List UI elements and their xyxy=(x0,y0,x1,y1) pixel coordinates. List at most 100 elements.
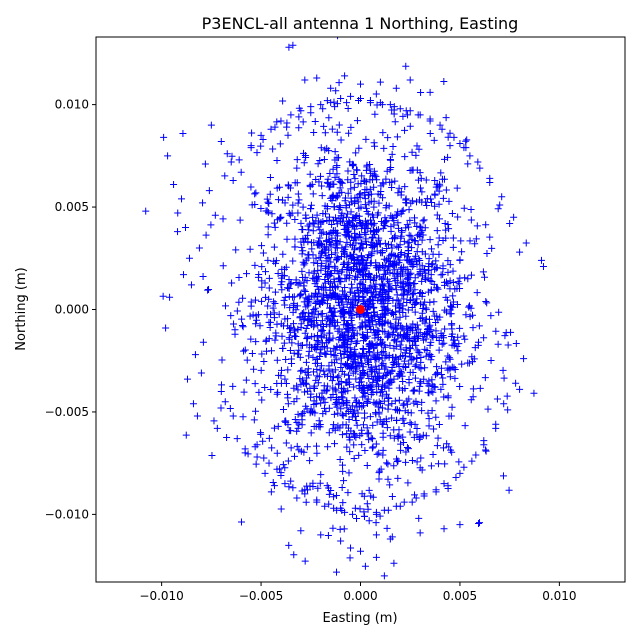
data-point xyxy=(418,407,426,415)
data-point xyxy=(314,237,322,245)
data-point xyxy=(370,226,378,234)
data-point xyxy=(343,379,351,387)
data-point xyxy=(253,149,261,157)
data-point xyxy=(456,140,464,148)
data-point xyxy=(267,385,275,393)
y-tick-label: 0.000 xyxy=(55,303,89,317)
data-point xyxy=(264,302,272,310)
data-point xyxy=(332,491,340,499)
data-point xyxy=(411,491,419,499)
y-tick-label: −0.005 xyxy=(45,405,89,419)
data-point xyxy=(303,405,311,413)
data-point xyxy=(433,227,441,235)
data-point xyxy=(435,200,443,208)
data-point xyxy=(407,260,415,268)
data-point xyxy=(475,322,483,330)
data-point xyxy=(291,416,299,424)
data-point xyxy=(342,421,350,429)
data-point xyxy=(348,280,356,288)
data-point xyxy=(382,371,390,379)
data-point xyxy=(309,227,317,235)
data-point xyxy=(204,286,212,294)
data-point xyxy=(455,458,463,466)
data-point xyxy=(439,380,447,388)
data-point xyxy=(439,270,447,278)
data-point xyxy=(454,333,462,341)
data-point xyxy=(351,260,359,268)
data-point xyxy=(410,399,418,407)
data-point xyxy=(452,474,460,482)
data-point xyxy=(299,379,307,387)
data-point xyxy=(269,304,277,312)
data-point xyxy=(278,286,286,294)
data-point xyxy=(219,262,227,270)
data-point xyxy=(449,279,457,287)
data-point xyxy=(418,292,426,300)
data-point xyxy=(277,471,285,479)
data-point xyxy=(357,354,365,362)
data-point xyxy=(257,131,265,139)
data-point xyxy=(277,379,285,387)
data-point xyxy=(425,382,433,390)
data-point xyxy=(481,273,489,281)
data-point xyxy=(328,234,336,242)
data-point xyxy=(346,240,354,248)
data-point xyxy=(357,80,364,88)
data-point xyxy=(295,113,303,121)
data-point xyxy=(302,214,310,222)
data-point xyxy=(438,175,446,183)
data-point xyxy=(414,176,422,184)
data-point xyxy=(297,238,305,246)
data-point xyxy=(355,403,363,411)
data-point xyxy=(333,193,341,201)
data-point xyxy=(396,313,404,321)
data-point xyxy=(314,484,322,492)
data-point xyxy=(453,285,461,293)
data-point xyxy=(318,192,326,200)
data-point xyxy=(403,329,411,337)
data-point xyxy=(247,298,255,306)
data-point xyxy=(444,366,452,374)
data-point xyxy=(304,365,312,373)
data-point xyxy=(336,218,344,226)
data-point xyxy=(334,424,342,432)
data-point xyxy=(346,233,354,241)
data-point xyxy=(493,395,501,403)
data-point xyxy=(428,198,436,206)
data-point xyxy=(358,319,366,327)
data-point xyxy=(365,517,373,525)
data-point xyxy=(439,194,447,202)
data-point xyxy=(358,270,366,278)
data-point xyxy=(366,365,374,373)
data-point xyxy=(384,134,392,142)
data-point xyxy=(386,320,394,328)
data-point xyxy=(400,420,408,428)
data-point xyxy=(417,353,425,361)
data-point xyxy=(424,274,432,282)
data-point xyxy=(343,260,351,268)
data-point xyxy=(265,434,273,442)
data-point xyxy=(331,262,339,270)
data-point xyxy=(312,217,320,225)
data-point xyxy=(402,196,410,204)
data-point xyxy=(476,519,484,527)
data-point xyxy=(364,395,372,403)
data-point xyxy=(325,490,333,498)
data-point xyxy=(439,374,447,382)
data-point xyxy=(317,531,325,539)
data-point xyxy=(388,533,396,541)
data-point xyxy=(403,291,411,299)
data-point xyxy=(437,329,445,337)
data-point xyxy=(361,195,369,203)
data-point xyxy=(325,213,333,221)
data-point xyxy=(403,443,411,451)
data-point xyxy=(423,201,431,209)
data-point xyxy=(358,172,366,180)
data-point xyxy=(383,370,391,378)
data-point xyxy=(289,257,297,265)
data-point xyxy=(303,298,311,306)
data-point xyxy=(294,410,302,418)
data-point xyxy=(279,97,287,105)
data-point xyxy=(313,365,321,373)
